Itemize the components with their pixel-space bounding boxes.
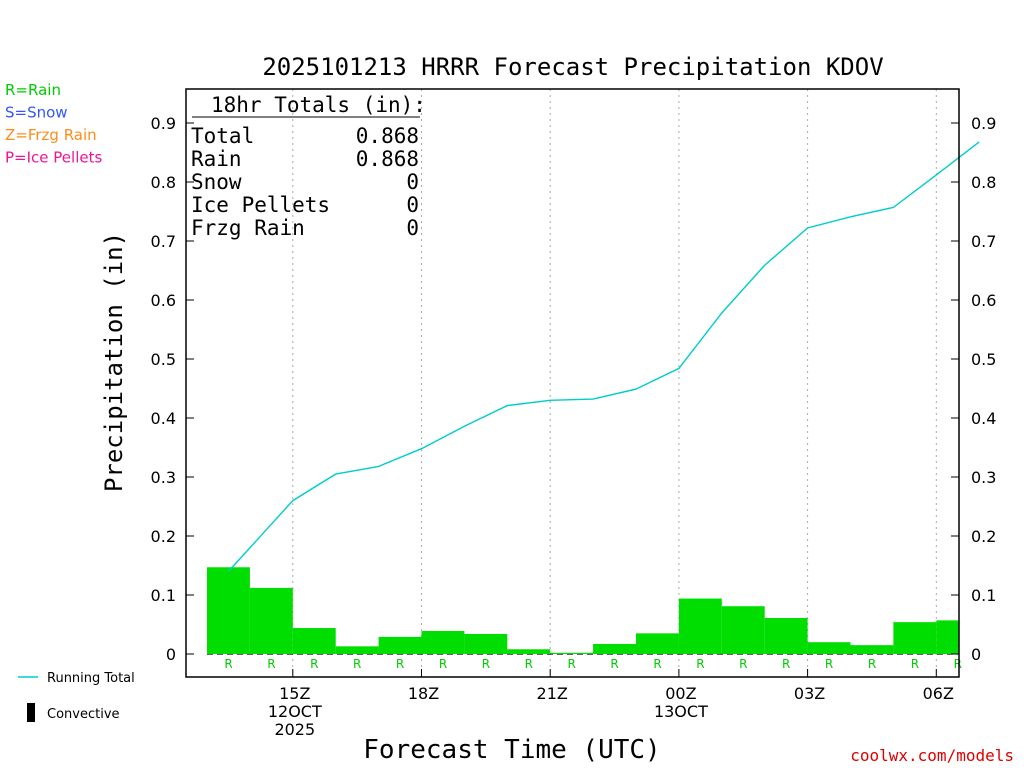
running-total-legend-label: Running Total [47,671,135,686]
y-axis-label: Precipitation (in) [100,232,128,492]
precip-bar [678,598,722,654]
rain-marker: R [267,657,275,671]
totals-box: 18hr Totals (in): Total 0.868 Rain 0.868 Sno… [191,93,426,240]
y-tick-label-right: 0 [971,645,981,664]
y-tick-label-right: 0.2 [971,527,996,546]
precip-bar [636,633,679,654]
y-axis-ticks: 0 00.1 0.10.2 0.20.3 0.30.4 0.40.5 0.50.6 0.60.… [151,114,997,664]
precip-bar [464,633,508,654]
x-tick-label: 18Z [408,684,439,703]
rain-marker: R [653,657,661,671]
y-tick-label-right: 0.6 [971,291,996,310]
x-tick-label: 13OCT [654,702,708,721]
y-tick-label-left: 0.2 [151,527,176,546]
y-tick-label-right: 0.1 [971,586,996,605]
rain-marker: R [911,657,919,671]
totals-row-value: 0 [406,216,419,240]
precip-bar [421,630,465,654]
rain-marker: R [568,657,576,671]
totals-row-value: 0 [406,170,419,194]
plot-frame [185,88,960,678]
type-legend-p: P=Ice Pellets [5,149,102,167]
totals-row-label: Total [191,124,254,148]
totals-row-value: 0.868 [356,147,419,171]
precip-bar [249,587,293,654]
type-legend-z: Z=Frzg Rain [5,126,97,144]
y-tick-label-right: 0.4 [971,409,996,428]
precip-type-legend: R=Rain S=Snow Z=Frzg Rain P=Ice Pellets [5,81,102,167]
rain-marker: R [224,657,232,671]
x-tick-label: 12OCT [268,702,322,721]
precip-bar [335,646,379,654]
rain-marker: R [396,657,404,671]
x-tick-label: 21Z [537,684,568,703]
credit-text: coolwx.com/models [850,746,1014,765]
y-tick-label-left: 0.7 [151,232,176,251]
y-tick-label-left: 0.4 [151,409,176,428]
rain-marker: R [610,657,618,671]
x-tick-label: 2025 [274,720,315,739]
rain-marker: R [696,657,704,671]
precip-bar [936,620,959,654]
y-tick-label-left: 0.9 [151,114,176,133]
rain-marker: R [310,657,318,671]
precip-bar [764,618,808,654]
totals-row-value: 0.868 [356,124,419,148]
running-total-line [227,141,980,572]
precip-bar [850,645,894,654]
totals-row-label: Ice Pellets [191,193,330,217]
type-legend-s: S=Snow [5,104,68,122]
y-tick-label-right: 0.7 [971,232,996,251]
rain-marker: R [868,657,876,671]
y-tick-label-left: 0 [166,645,176,664]
x-tick-label: 00Z [665,684,696,703]
x-tick-label: 03Z [794,684,825,703]
x-axis-label: Forecast Time (UTC) [363,735,660,765]
y-tick-label-left: 0.1 [151,586,176,605]
rain-marker: R [739,657,747,671]
precip-bar [378,636,422,654]
precip-bar [207,567,250,654]
totals-row-label: Frzg Rain [191,216,305,240]
rain-marker: R [482,657,490,671]
totals-row-label: Snow [191,170,242,194]
y-tick-label-right: 0.3 [971,468,996,487]
y-tick-label-left: 0.8 [151,173,176,192]
y-tick-label-right: 0.5 [971,350,996,369]
rain-marker: R [782,657,790,671]
totals-title: 18hr Totals (in): [211,93,426,117]
rain-marker: R [825,657,833,671]
y-tick-label-left: 0.3 [151,468,176,487]
totals-row-value: 0 [406,193,419,217]
rain-marker: R [525,657,533,671]
x-tick-label: 15Z [279,684,310,703]
precip-bar [292,628,336,654]
grid-lines [207,89,959,677]
convective-legend-swatch [27,703,35,722]
totals-row-label: Rain [191,147,242,171]
convective-legend-label: Convective [47,707,120,722]
x-tick-label: 06Z [923,684,954,703]
precip-bar [721,606,765,654]
chart-title: 2025101213 HRRR Forecast Precipitation K… [262,53,883,81]
hourly-precip-bars [207,567,959,654]
y-tick-label-left: 0.6 [151,291,176,310]
precip-bar [893,622,937,654]
y-tick-label-right: 0.9 [971,114,996,133]
precip-bar [807,642,851,654]
precip-bar [507,649,551,654]
precip-bar [550,652,594,654]
rain-marker: R [353,657,361,671]
y-tick-label-left: 0.5 [151,350,176,369]
precip-bar [593,643,636,654]
rain-marker: R [439,657,447,671]
y-tick-label-right: 0.8 [971,173,996,192]
type-legend-r: R=Rain [5,81,61,99]
rain-marker: R [954,657,962,671]
